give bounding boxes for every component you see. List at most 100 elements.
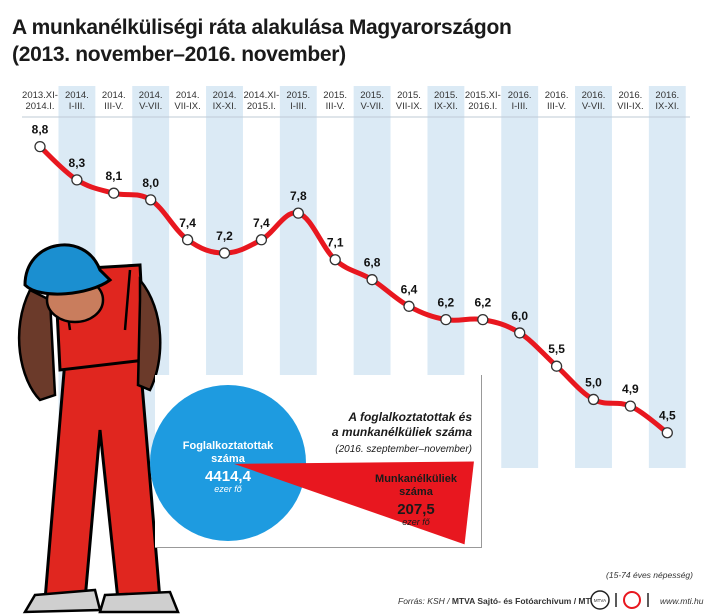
data-point xyxy=(181,234,194,246)
chart-title: A munkanélküliségi ráta alakulása Magyar… xyxy=(12,14,512,68)
period-label: 2015. xyxy=(286,90,310,101)
mti-logo-icon xyxy=(623,591,641,609)
pie-chart xyxy=(150,385,474,545)
period-label: 2014. xyxy=(213,90,237,101)
period-label: 2015. xyxy=(323,90,347,101)
pie-title-line-1: A foglalkoztatottak és xyxy=(348,410,472,424)
value-labels: 8,8 8,3 8,1 8,0 7,4 7,2 7,4 7,8 7,1 6,8 6,4 6,2 6,2 6… xyxy=(32,123,676,423)
period-label: IX-XI. xyxy=(434,101,458,112)
pie-slice-unemployed xyxy=(233,461,474,545)
value-label: 7,4 xyxy=(179,216,196,230)
period-label: 2014. xyxy=(102,90,126,101)
period-label: V-VII. xyxy=(360,101,383,112)
data-point xyxy=(440,313,452,326)
period-label: VII-IX. xyxy=(174,101,200,112)
period-label: 2015.XI- xyxy=(465,90,501,101)
period-label: 2016. xyxy=(655,90,679,101)
period-label: 2014.XI- xyxy=(243,90,279,101)
unemployed-value: 207,5 xyxy=(397,501,435,518)
period-label: III-V. xyxy=(547,101,566,112)
period-labels: 2013.XI-2014.I.2014.I-III.2014.III-V.201… xyxy=(22,90,679,112)
source-prefix: Forrás: KSH / xyxy=(398,596,452,606)
data-point xyxy=(292,207,304,219)
period-label: 2015. xyxy=(397,90,421,101)
mtva-logo-text: MTVA xyxy=(594,598,606,603)
value-label: 6,4 xyxy=(401,282,418,296)
employed-label-line-1: Foglalkoztatottak xyxy=(182,440,274,452)
source-line: Forrás: KSH / MTVA Sajtó- és Fotóarchívu… xyxy=(398,596,593,606)
period-label: 2014. xyxy=(65,90,89,101)
website-link[interactable]: www.mti.hu xyxy=(660,596,704,606)
period-label: 2014.I. xyxy=(25,101,54,112)
employed-label-line-2: száma xyxy=(211,453,245,465)
period-label: I-III. xyxy=(512,101,528,112)
period-label: III-V. xyxy=(104,101,123,112)
value-label: 7,1 xyxy=(327,236,344,250)
data-point xyxy=(108,187,120,199)
source-agency: MTVA Sajtó- és Fotóarchívum / MTI xyxy=(451,596,594,606)
data-point xyxy=(514,327,526,339)
value-label: 8,3 xyxy=(69,156,86,170)
period-label: VII-IX. xyxy=(396,101,422,112)
value-label: 4,5 xyxy=(659,409,676,423)
data-point xyxy=(218,247,231,259)
data-point xyxy=(624,400,637,412)
data-point xyxy=(255,234,268,246)
period-label: IX-XI. xyxy=(213,101,237,112)
value-label: 4,9 xyxy=(622,382,639,396)
pie-subtitle: (2016. szeptember–november) xyxy=(335,444,472,455)
value-label: 5,0 xyxy=(585,375,602,389)
value-label: 6,0 xyxy=(511,309,528,323)
data-point xyxy=(587,393,600,406)
value-label: 6,2 xyxy=(474,296,491,310)
period-label: VII-IX. xyxy=(617,101,643,112)
data-point xyxy=(661,427,673,439)
period-column xyxy=(501,86,539,468)
data-point xyxy=(145,194,157,206)
data-point xyxy=(71,174,83,186)
period-label: III-V. xyxy=(326,101,345,112)
period-label: V-VII. xyxy=(139,101,162,112)
period-label: I-III. xyxy=(69,101,85,112)
period-label: 2014. xyxy=(176,90,200,101)
value-label: 6,8 xyxy=(364,256,381,270)
period-label: 2016. xyxy=(508,90,532,101)
period-label: V-VII. xyxy=(582,101,605,112)
unemployed-label: Munkanélküliek száma 207,5 ezer fő xyxy=(360,473,472,529)
period-column xyxy=(648,86,686,468)
employed-label: Foglalkoztatottak száma 4414,4 ezer fő xyxy=(168,440,288,496)
data-point xyxy=(477,313,489,326)
value-label: 7,2 xyxy=(216,229,233,243)
data-point xyxy=(366,274,378,286)
title-line-1: A munkanélküliségi ráta alakulása Magyar… xyxy=(12,16,512,39)
value-label: 8,1 xyxy=(105,169,122,183)
period-label: 2015. xyxy=(360,90,384,101)
pie-slice-employed xyxy=(150,385,306,541)
period-column xyxy=(575,86,612,468)
period-label: I-III. xyxy=(290,101,306,112)
value-label: 8,0 xyxy=(142,176,159,190)
period-label: 2016.I. xyxy=(468,101,497,112)
title-line-2: (2013. november–2016. november) xyxy=(12,43,346,66)
unemployed-label-line-1: Munkanélküliek xyxy=(375,473,457,485)
value-label: 8,8 xyxy=(32,123,49,137)
pie-title-line-2: a munkanélküliek száma xyxy=(331,425,472,439)
value-label: 6,2 xyxy=(438,296,455,310)
unemployed-label-line-2: száma xyxy=(399,486,433,498)
period-label: 2016. xyxy=(619,90,643,101)
population-note: (15-74 éves népesség) xyxy=(606,570,693,580)
value-label: 5,5 xyxy=(548,342,565,356)
period-label: 2016. xyxy=(545,90,569,101)
period-label: 2014. xyxy=(139,90,163,101)
mtva-logo-icon xyxy=(590,590,610,610)
pie-title: A foglalkoztatottak és a munkanélküliek … xyxy=(322,410,472,457)
footer-logos: MTVA xyxy=(590,590,649,610)
data-point xyxy=(403,300,415,312)
unemployed-unit: ezer fő xyxy=(402,517,430,527)
period-label: IX-XI. xyxy=(655,101,679,112)
worker-in-overalls-icon xyxy=(17,243,180,614)
data-point xyxy=(550,360,563,372)
value-label: 7,8 xyxy=(290,189,307,203)
period-label: 2013.XI- xyxy=(22,90,58,101)
data-markers xyxy=(34,140,673,439)
